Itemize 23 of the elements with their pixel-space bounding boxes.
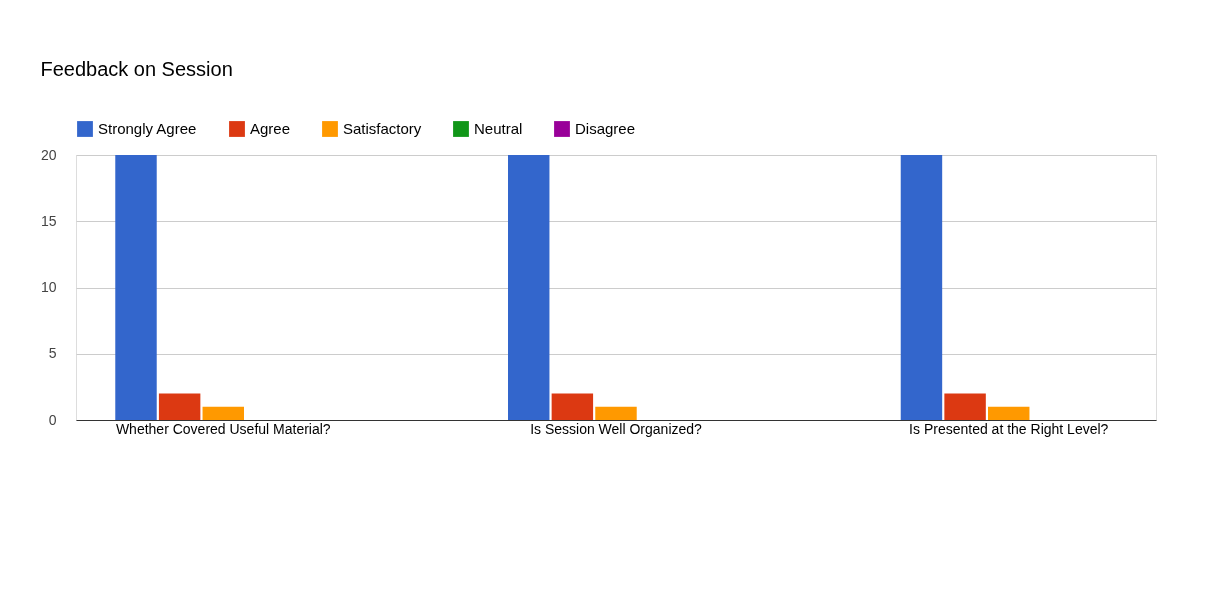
x-tick-label: Is Presented at the Right Level? [909, 420, 1109, 437]
bar [115, 155, 157, 420]
y-tick-label: 15 [40, 212, 57, 229]
bar [900, 155, 943, 420]
legend-label: Neutral [474, 120, 523, 137]
y-tick-label: 10 [40, 279, 57, 295]
y-tick-label: 0 [48, 411, 57, 428]
bar [988, 406, 1030, 420]
chart-title: Feedback on Session [40, 58, 233, 80]
legend-label: Strongly Agree [98, 120, 197, 137]
bar [944, 393, 986, 420]
bar [202, 406, 244, 420]
x-tick-label: Whether Covered Useful Material? [115, 420, 331, 437]
legend-label: Disagree [575, 120, 636, 137]
legend-label: Satisfactory [343, 120, 422, 137]
legend-label: Agree [250, 120, 291, 137]
bar [158, 393, 201, 420]
x-tick-label: Is Session Well Organized? [530, 420, 703, 437]
bar [551, 393, 594, 420]
y-tick-label: 5 [48, 345, 57, 362]
bar [508, 155, 550, 420]
y-tick-label: 20 [40, 146, 57, 163]
bar [595, 406, 637, 420]
